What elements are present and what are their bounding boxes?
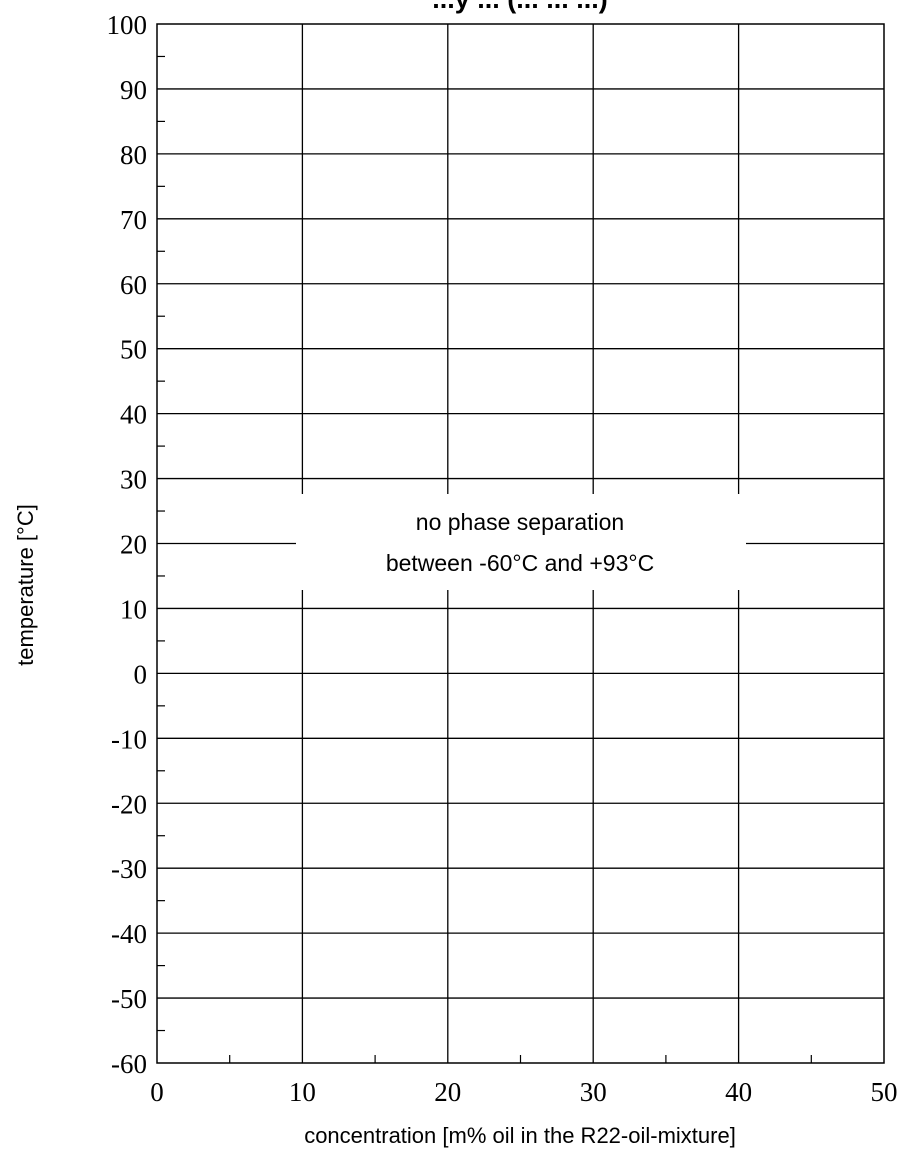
plot-frame [156, 23, 885, 1064]
y-tick-label: 70 [120, 205, 147, 235]
y-tick-label: -50 [111, 984, 147, 1014]
annotation-background [296, 494, 746, 590]
y-tick-label: 10 [120, 594, 147, 624]
x-tick-label: 20 [434, 1077, 461, 1107]
y-tick-label: -60 [111, 1049, 147, 1079]
chart-title: ...y ... (... ... ...) [432, 0, 608, 14]
x-axis-label: concentration [m% oil in the R22-oil-mix… [304, 1123, 736, 1148]
y-tick-label: 30 [120, 465, 147, 495]
y-tick-label: 50 [120, 335, 147, 365]
y-tick-label: 60 [120, 270, 147, 300]
y-tick-label: -30 [111, 854, 147, 884]
y-axis-label: temperature [°C] [13, 504, 38, 666]
x-tick-label: 40 [725, 1077, 752, 1107]
x-tick-label: 0 [150, 1077, 164, 1107]
minor-ticks [157, 55, 812, 1063]
annotation-line-1: no phase separation [416, 509, 624, 535]
y-tick-label: 40 [120, 400, 147, 430]
x-tick-label: 10 [289, 1077, 316, 1107]
x-tick-label: 30 [580, 1077, 607, 1107]
y-tick-label: -20 [111, 789, 147, 819]
annotation-line-2: between -60°C and +93°C [386, 550, 654, 576]
y-tick-label: 100 [107, 10, 148, 40]
y-tick-label: 0 [134, 659, 148, 689]
y-tick-label: -10 [111, 724, 147, 754]
y-tick-label: 80 [120, 140, 147, 170]
y-tick-label: -40 [111, 919, 147, 949]
x-tick-label: 50 [871, 1077, 898, 1107]
y-tick-label: 90 [120, 75, 147, 105]
y-tick-label: 20 [120, 530, 147, 560]
x-tick-labels: 0 10 20 30 40 50 [150, 1077, 897, 1107]
